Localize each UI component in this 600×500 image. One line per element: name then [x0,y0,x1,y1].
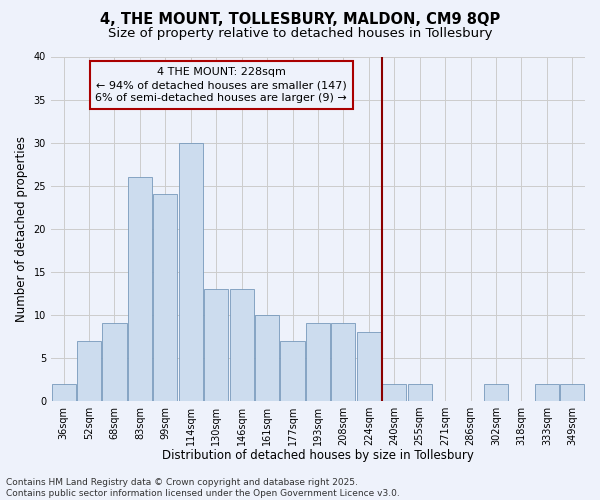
Y-axis label: Number of detached properties: Number of detached properties [15,136,28,322]
Bar [52,384,76,401]
Bar [153,194,178,401]
Bar [77,340,101,401]
Bar [306,324,330,401]
Bar [382,384,406,401]
Text: 4, THE MOUNT, TOLLESBURY, MALDON, CM9 8QP: 4, THE MOUNT, TOLLESBURY, MALDON, CM9 8Q… [100,12,500,28]
X-axis label: Distribution of detached houses by size in Tollesbury: Distribution of detached houses by size … [162,450,474,462]
Bar [484,384,508,401]
Text: Size of property relative to detached houses in Tollesbury: Size of property relative to detached ho… [108,28,492,40]
Bar [128,177,152,401]
Bar [280,340,305,401]
Text: Contains HM Land Registry data © Crown copyright and database right 2025.
Contai: Contains HM Land Registry data © Crown c… [6,478,400,498]
Bar [230,289,254,401]
Bar [331,324,355,401]
Bar [407,384,432,401]
Bar [535,384,559,401]
Bar [357,332,381,401]
Text: 4 THE MOUNT: 228sqm
← 94% of detached houses are smaller (147)
6% of semi-detach: 4 THE MOUNT: 228sqm ← 94% of detached ho… [95,67,347,103]
Bar [179,142,203,401]
Bar [560,384,584,401]
Bar [255,315,279,401]
Bar [204,289,229,401]
Bar [103,324,127,401]
